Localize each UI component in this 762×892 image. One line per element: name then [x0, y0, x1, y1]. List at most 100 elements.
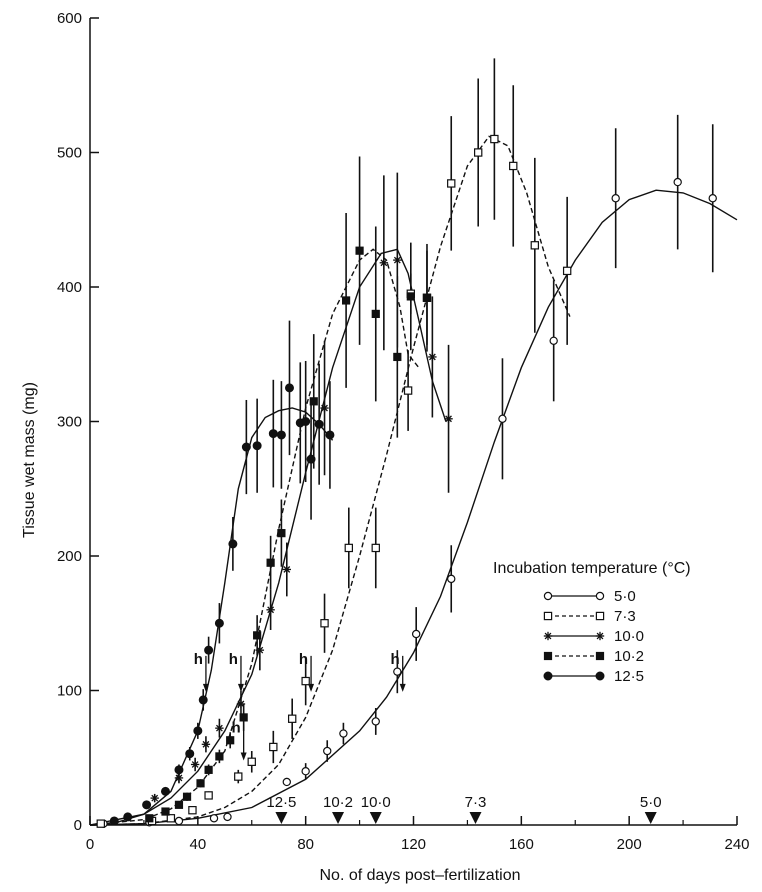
point-series-0: [209, 814, 219, 823]
fitted-curves: [89, 135, 738, 826]
point-series-1: [371, 543, 380, 553]
y-tick-label: 600: [57, 10, 82, 27]
point-series-2: [215, 723, 224, 733]
annotations: h h h h h 12·5 10·2 10·0 7·3 5·0: [194, 651, 662, 824]
hatch-triangle: [332, 812, 345, 824]
point-series-2: [236, 699, 246, 709]
point-series-0: [371, 717, 380, 726]
point-series-0: [223, 812, 232, 822]
star-stroke: [283, 566, 291, 573]
legend-title: Incubation temperature (°C): [493, 560, 691, 577]
hatch-triangle: [369, 812, 382, 824]
star-stroke: [216, 724, 223, 732]
legend-marker-start: [543, 611, 553, 621]
x-tick-label: 80: [297, 836, 314, 853]
point-series-1: [301, 676, 310, 686]
star-stroke: [596, 632, 604, 640]
point-series-1: [490, 134, 499, 144]
point-series-1: [447, 179, 456, 188]
point-series-0: [323, 746, 332, 756]
point-series-4: [160, 786, 170, 796]
legend-label: 5·0: [614, 588, 636, 605]
h-label: h: [194, 651, 203, 668]
point-series-4: [185, 749, 195, 759]
hatch-label: 7·3: [465, 794, 487, 811]
h-label: h: [391, 651, 400, 668]
legend-marker-start: [543, 651, 553, 661]
point-series-3: [239, 713, 248, 722]
point-series-3: [355, 246, 364, 255]
point-series-4: [123, 812, 133, 822]
point-series-3: [393, 352, 402, 362]
point-series-0: [339, 729, 348, 738]
point-series-4: [325, 430, 335, 440]
point-series-0: [301, 767, 310, 776]
star-stroke: [544, 632, 552, 640]
curve-series-3: [89, 248, 420, 826]
point-series-1: [403, 386, 413, 395]
star-stroke: [256, 646, 264, 654]
star-stroke: [191, 761, 199, 768]
point-series-1: [344, 543, 354, 553]
point-series-0: [411, 629, 421, 639]
legend-marker-end: [595, 591, 605, 601]
h-label: h: [299, 651, 308, 668]
legend-marker-start: [543, 631, 553, 641]
point-series-3: [342, 296, 351, 305]
hatch-label: 10·0: [361, 794, 391, 811]
point-series-2: [150, 793, 159, 803]
point-series-4: [314, 419, 324, 429]
point-series-0: [498, 414, 507, 424]
curve-series-4: [89, 407, 334, 826]
y-axis-label: Tissue wet mass (mg): [21, 382, 38, 538]
point-series-3: [182, 792, 192, 801]
point-series-3: [226, 736, 235, 745]
h-arrow-head: [240, 752, 247, 761]
point-series-3: [196, 779, 205, 788]
h-label: h: [231, 719, 240, 736]
point-series-1: [166, 814, 176, 823]
h-arrow-head: [399, 683, 406, 692]
point-series-2: [255, 645, 265, 655]
star-stroke: [237, 700, 245, 708]
point-series-0: [549, 336, 558, 345]
legend-marker-end: [595, 631, 605, 641]
point-series-2: [266, 605, 275, 614]
point-series-3: [422, 293, 432, 302]
star-stroke: [202, 740, 210, 748]
curve-series-2: [89, 248, 447, 826]
legend-marker-end: [595, 651, 605, 661]
point-series-3: [277, 529, 286, 538]
point-series-3: [253, 631, 262, 640]
point-series-0: [393, 667, 402, 676]
point-series-1: [188, 806, 197, 815]
point-series-1: [204, 791, 213, 800]
legend-marker-start: [543, 591, 553, 601]
legend-marker-end: [595, 611, 605, 621]
point-series-1: [234, 772, 243, 781]
point-series-4: [193, 726, 203, 736]
point-series-1: [269, 742, 278, 752]
point-series-2: [320, 403, 329, 413]
point-series-2: [379, 258, 389, 267]
point-series-2: [428, 352, 437, 362]
curve-series-0: [89, 189, 738, 826]
h-label: h: [229, 651, 238, 668]
error-bars: [126, 58, 714, 820]
legend-label: 10·2: [614, 648, 644, 665]
star-stroke: [428, 353, 436, 361]
y-tick-label: 500: [57, 145, 82, 162]
point-series-2: [393, 255, 402, 265]
point-series-3: [145, 814, 154, 823]
legend-label: 7·3: [614, 608, 636, 625]
point-series-0: [673, 177, 682, 187]
point-series-2: [444, 414, 453, 424]
point-series-3: [406, 292, 415, 301]
h-arrow-head: [202, 683, 209, 692]
hatch-label: 5·0: [640, 794, 662, 811]
point-series-4: [109, 816, 119, 826]
hatch-label: 12·5: [266, 794, 296, 811]
x-tick-label: 240: [724, 836, 749, 853]
point-series-0: [282, 777, 291, 787]
